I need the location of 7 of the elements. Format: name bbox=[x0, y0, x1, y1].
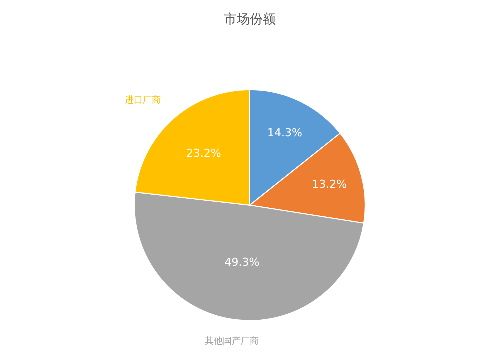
slice-label: 进口厂商 bbox=[125, 95, 161, 106]
data-label: 13.2% bbox=[312, 178, 348, 191]
slice-label: 其他国产厂商 bbox=[205, 336, 259, 347]
data-label: 49.3% bbox=[224, 256, 260, 270]
chart-title: 市场份额 bbox=[224, 12, 276, 28]
data-label: 23.2% bbox=[186, 147, 222, 160]
data-label: 14.3% bbox=[267, 126, 302, 140]
